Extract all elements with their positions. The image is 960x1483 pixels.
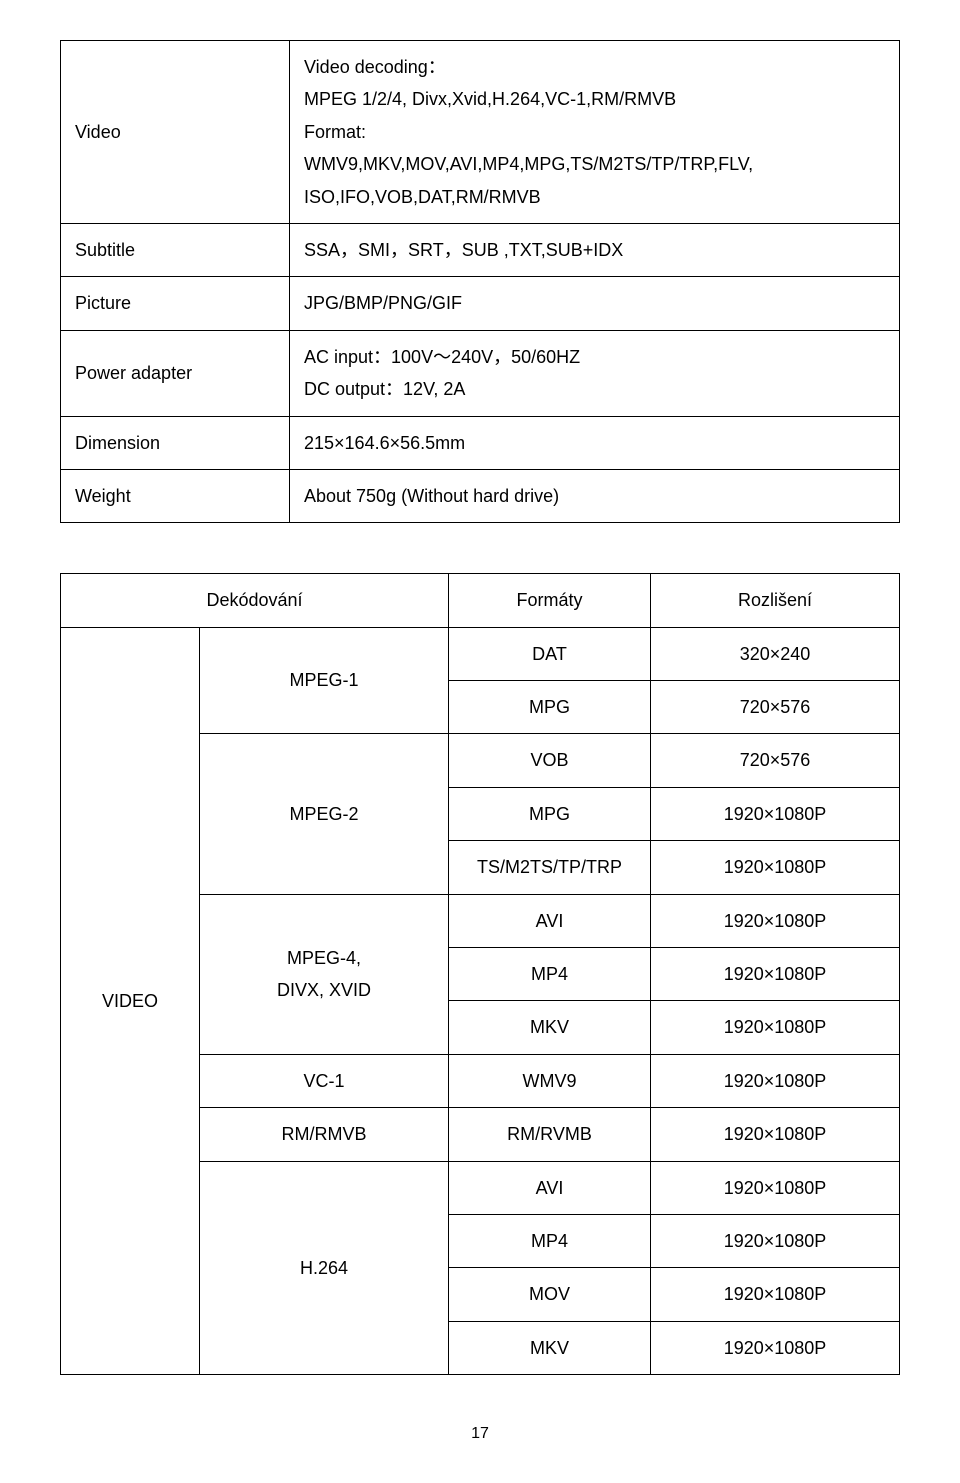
res-cell: 1920×1080P: [651, 948, 900, 1001]
res-cell: 1920×1080P: [651, 1214, 900, 1267]
spec-label: Video: [61, 41, 290, 224]
res-cell: 1920×1080P: [651, 1321, 900, 1374]
header-decode: Dekódování: [61, 574, 449, 627]
spec-value: Video decoding： MPEG 1/2/4, Divx,Xvid,H.…: [290, 41, 900, 224]
spec-value: AC input：100V～240V，50/60HZ DC output：12V…: [290, 330, 900, 416]
format-cell: RM/RVMB: [449, 1108, 651, 1161]
res-cell: 1920×1080P: [651, 1268, 900, 1321]
format-cell: AVI: [449, 1161, 651, 1214]
spec-value: JPG/BMP/PNG/GIF: [290, 277, 900, 330]
spec-value: About 750g (Without hard drive): [290, 469, 900, 522]
format-cell: WMV9: [449, 1054, 651, 1107]
table-row: Weight About 750g (Without hard drive): [61, 469, 900, 522]
spec-label: Power adapter: [61, 330, 290, 416]
format-cell: MKV: [449, 1321, 651, 1374]
res-cell: 1920×1080P: [651, 1054, 900, 1107]
spec-value: SSA，SMI，SRT，SUB ,TXT,SUB+IDX: [290, 223, 900, 276]
format-cell: MOV: [449, 1268, 651, 1321]
codec-label: VC-1: [200, 1054, 449, 1107]
table-row: Subtitle SSA，SMI，SRT，SUB ,TXT,SUB+IDX: [61, 223, 900, 276]
codec-label: MPEG-4, DIVX, XVID: [200, 894, 449, 1054]
spec-label: Dimension: [61, 416, 290, 469]
table-row: VIDEO MPEG-1 DAT 320×240: [61, 627, 900, 680]
res-cell: 1920×1080P: [651, 1108, 900, 1161]
res-cell: 1920×1080P: [651, 841, 900, 894]
format-cell: DAT: [449, 627, 651, 680]
res-cell: 720×576: [651, 681, 900, 734]
spec-label: Subtitle: [61, 223, 290, 276]
format-cell: TS/M2TS/TP/TRP: [449, 841, 651, 894]
format-cell: MPG: [449, 787, 651, 840]
format-cell: AVI: [449, 894, 651, 947]
codec-label: MPEG-2: [200, 734, 449, 894]
table-row: Picture JPG/BMP/PNG/GIF: [61, 277, 900, 330]
table-row: Dimension 215×164.6×56.5mm: [61, 416, 900, 469]
codec-label: MPEG-1: [200, 627, 449, 734]
spec-label: Picture: [61, 277, 290, 330]
page-number: 17: [60, 1425, 900, 1443]
video-category: VIDEO: [61, 627, 200, 1374]
format-cell: MP4: [449, 948, 651, 1001]
format-cell: VOB: [449, 734, 651, 787]
res-cell: 1920×1080P: [651, 1001, 900, 1054]
res-cell: 1920×1080P: [651, 894, 900, 947]
format-cell: MKV: [449, 1001, 651, 1054]
res-cell: 1920×1080P: [651, 787, 900, 840]
header-format: Formáty: [449, 574, 651, 627]
res-cell: 320×240: [651, 627, 900, 680]
spec-table: Video Video decoding： MPEG 1/2/4, Divx,X…: [60, 40, 900, 523]
res-cell: 1920×1080P: [651, 1161, 900, 1214]
spec-label: Weight: [61, 469, 290, 522]
res-cell: 720×576: [651, 734, 900, 787]
format-cell: MPG: [449, 681, 651, 734]
table-row: Video Video decoding： MPEG 1/2/4, Divx,X…: [61, 41, 900, 224]
format-table: Dekódování Formáty Rozlišení VIDEO MPEG-…: [60, 573, 900, 1375]
format-cell: MP4: [449, 1214, 651, 1267]
table-row: Power adapter AC input：100V～240V，50/60HZ…: [61, 330, 900, 416]
codec-label: H.264: [200, 1161, 449, 1375]
spec-value: 215×164.6×56.5mm: [290, 416, 900, 469]
table-header-row: Dekódování Formáty Rozlišení: [61, 574, 900, 627]
header-res: Rozlišení: [651, 574, 900, 627]
codec-label: RM/RMVB: [200, 1108, 449, 1161]
